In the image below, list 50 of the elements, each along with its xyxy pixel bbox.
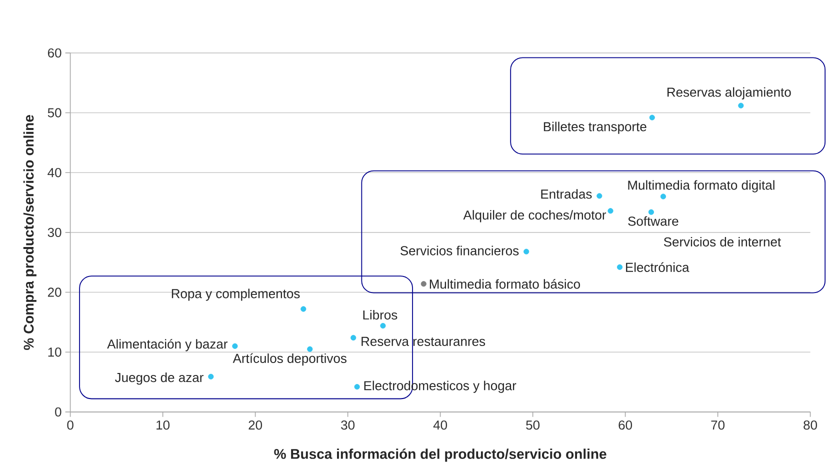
x-tick-label: 10	[156, 420, 170, 430]
x-axis-title: % Busca información del producto/servicio online	[274, 448, 606, 462]
point	[524, 248, 530, 254]
x-tick-label: 70	[711, 420, 725, 430]
y-axis-title: % Compra producto/servicio online	[23, 115, 36, 350]
point	[232, 343, 238, 349]
x-tick-label: 0	[67, 420, 74, 430]
annotation: Libros	[363, 310, 398, 320]
annotation: Reservas alojamiento	[667, 87, 791, 100]
point	[596, 193, 602, 199]
annotation: Reserva restauranres	[362, 336, 486, 346]
point	[380, 322, 386, 329]
point	[420, 281, 426, 287]
y-tick-label: 10	[48, 347, 62, 357]
point	[660, 194, 666, 200]
annotation: Electrónica	[626, 262, 690, 272]
annotation: Software	[628, 216, 678, 226]
annotation: Multimedia formato básico	[430, 279, 580, 289]
point	[648, 209, 654, 215]
y-tick-label: 40	[48, 168, 62, 178]
annotation: Entradas	[541, 189, 592, 199]
annotation: Alimentación y bazar	[107, 338, 228, 352]
annotation: Artículos deportivos	[232, 353, 346, 366]
annotation: Billetes transporte	[544, 122, 646, 134]
point	[354, 384, 360, 390]
y-tick-label: 20	[48, 288, 62, 297]
point	[300, 306, 306, 312]
x-tick-label: 40	[433, 420, 448, 430]
y-tick-label: 50	[48, 108, 62, 118]
annotation: Multimedia formato digital	[628, 180, 774, 192]
point	[307, 346, 313, 352]
point	[608, 208, 614, 214]
x-tick-label: 60	[618, 420, 632, 430]
annotation: Alquiler de coches/motor	[463, 210, 606, 222]
annotation: Ropa y complementos	[172, 288, 300, 301]
annotation: Servicios de internet	[664, 236, 781, 247]
point	[616, 264, 623, 270]
x-tick-label: 50	[526, 420, 540, 430]
point	[208, 374, 214, 380]
point	[350, 334, 356, 341]
y-tick-label: 60	[48, 48, 62, 58]
y-tick-label: 0	[55, 407, 62, 417]
annotation: Servicios financieros	[400, 246, 519, 256]
x-tick-label: 30	[341, 420, 355, 430]
point	[649, 114, 655, 120]
x-tick-label: 20	[248, 420, 262, 430]
annotation: Juegos de azar	[115, 372, 204, 385]
x-tick-label: 80	[804, 420, 818, 430]
point	[738, 102, 744, 108]
y-tick-label: 30	[48, 228, 62, 238]
